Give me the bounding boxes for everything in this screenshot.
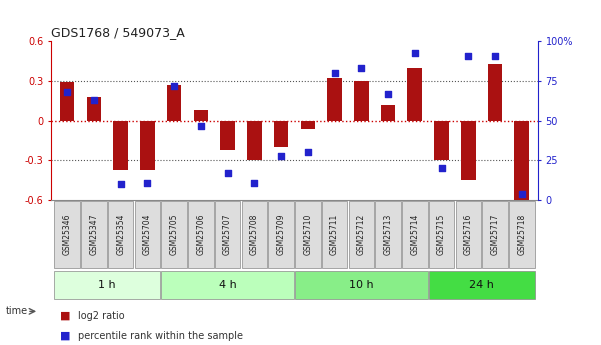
Text: ■: ■	[60, 311, 70, 321]
Point	[249, 180, 259, 185]
Text: ■: ■	[60, 331, 70, 341]
Point	[410, 50, 419, 55]
FancyBboxPatch shape	[215, 201, 240, 268]
Bar	[220, 121, 235, 150]
FancyBboxPatch shape	[456, 201, 481, 268]
Point	[116, 181, 126, 187]
Text: 10 h: 10 h	[349, 280, 374, 289]
Text: 24 h: 24 h	[469, 280, 494, 289]
FancyBboxPatch shape	[429, 270, 535, 298]
Point	[89, 97, 99, 103]
Text: GSM25346: GSM25346	[63, 214, 72, 255]
Point	[196, 123, 206, 128]
FancyBboxPatch shape	[402, 201, 428, 268]
Bar	[514, 121, 529, 203]
FancyBboxPatch shape	[268, 201, 294, 268]
Point	[437, 166, 447, 171]
FancyBboxPatch shape	[161, 270, 294, 298]
Text: 4 h: 4 h	[219, 280, 237, 289]
Text: GSM25717: GSM25717	[490, 214, 499, 255]
Bar	[194, 110, 208, 121]
Point	[383, 91, 393, 97]
Text: GSM25714: GSM25714	[410, 214, 419, 255]
Point	[517, 191, 526, 197]
Text: GSM25704: GSM25704	[143, 214, 152, 255]
Text: GSM25712: GSM25712	[357, 214, 366, 255]
Point	[276, 153, 286, 158]
Bar	[113, 121, 128, 170]
FancyBboxPatch shape	[375, 201, 401, 268]
Bar	[407, 68, 423, 121]
Text: GSM25707: GSM25707	[223, 214, 232, 255]
Text: GSM25718: GSM25718	[517, 214, 526, 255]
Point	[330, 70, 340, 76]
Point	[303, 150, 313, 155]
Text: GSM25710: GSM25710	[304, 214, 313, 255]
FancyBboxPatch shape	[482, 201, 508, 268]
Bar	[140, 121, 154, 170]
Text: GSM25705: GSM25705	[169, 214, 178, 255]
Point	[223, 170, 233, 176]
Text: GSM25347: GSM25347	[90, 214, 99, 255]
Point	[169, 83, 179, 89]
Bar	[274, 121, 288, 147]
FancyBboxPatch shape	[54, 201, 80, 268]
Bar	[435, 121, 449, 160]
Bar	[328, 78, 342, 121]
FancyBboxPatch shape	[349, 201, 374, 268]
Bar	[166, 85, 182, 121]
Text: GSM25716: GSM25716	[464, 214, 473, 255]
Bar	[59, 82, 75, 121]
Point	[63, 89, 72, 95]
Text: GSM25706: GSM25706	[197, 214, 206, 255]
FancyBboxPatch shape	[509, 201, 535, 268]
FancyBboxPatch shape	[429, 201, 454, 268]
FancyBboxPatch shape	[295, 201, 321, 268]
Point	[142, 180, 152, 185]
FancyBboxPatch shape	[322, 201, 347, 268]
FancyBboxPatch shape	[54, 270, 160, 298]
FancyBboxPatch shape	[108, 201, 133, 268]
Text: GSM25713: GSM25713	[383, 214, 392, 255]
FancyBboxPatch shape	[188, 201, 214, 268]
Bar	[381, 105, 395, 121]
Point	[463, 53, 473, 58]
Text: percentile rank within the sample: percentile rank within the sample	[78, 331, 243, 341]
Text: GSM25715: GSM25715	[437, 214, 446, 255]
FancyBboxPatch shape	[161, 201, 187, 268]
Bar	[300, 121, 315, 129]
Bar	[87, 97, 101, 121]
Text: GSM25709: GSM25709	[276, 214, 285, 255]
Text: GDS1768 / 549073_A: GDS1768 / 549073_A	[51, 26, 185, 39]
FancyBboxPatch shape	[135, 201, 160, 268]
Text: GSM25708: GSM25708	[250, 214, 259, 255]
Text: GSM25354: GSM25354	[116, 214, 125, 255]
Bar	[247, 121, 261, 160]
Bar	[461, 121, 476, 180]
Text: 1 h: 1 h	[99, 280, 116, 289]
Bar	[488, 64, 502, 121]
Text: GSM25711: GSM25711	[330, 214, 339, 255]
Text: time: time	[6, 306, 28, 316]
Text: log2 ratio: log2 ratio	[78, 311, 125, 321]
FancyBboxPatch shape	[81, 201, 107, 268]
FancyBboxPatch shape	[295, 270, 428, 298]
Point	[356, 66, 366, 71]
Point	[490, 53, 500, 58]
Bar	[354, 81, 369, 121]
FancyBboxPatch shape	[242, 201, 267, 268]
